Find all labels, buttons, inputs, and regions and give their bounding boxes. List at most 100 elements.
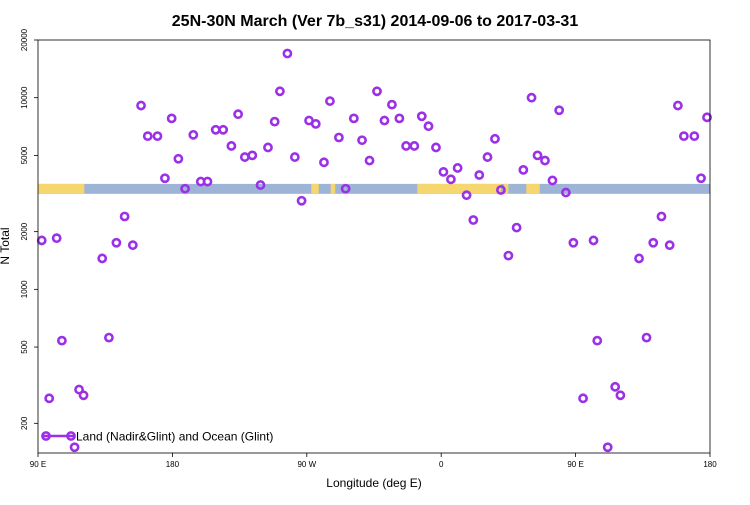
data-point — [188, 129, 199, 140]
x-tick-label: 180 — [166, 460, 180, 469]
x-axis-label: Longitude (deg E) — [326, 476, 421, 490]
land-segment — [417, 183, 501, 194]
data-point — [482, 152, 493, 162]
data-point — [56, 335, 67, 346]
chart-title: 25N-30N March (Ver 7b_s31) 2014-09-06 to… — [172, 13, 579, 30]
legend-marker — [41, 431, 51, 441]
data-point — [275, 86, 285, 97]
data-point — [461, 190, 472, 201]
data-point — [247, 150, 258, 161]
data-point — [696, 173, 706, 184]
x-tick-label: 0 — [439, 460, 444, 469]
land-segment — [38, 183, 85, 194]
x-tick-label: 180 — [703, 460, 717, 469]
y-tick-label: 2000 — [20, 222, 29, 240]
data-point — [656, 211, 667, 222]
data-point — [664, 240, 675, 251]
data-point — [263, 142, 273, 153]
data-point — [452, 163, 463, 173]
data-point — [387, 99, 397, 110]
data-point — [160, 173, 170, 184]
data-point — [672, 100, 683, 111]
data-point — [364, 155, 375, 166]
data-point — [348, 113, 359, 124]
data-point — [51, 233, 62, 244]
data-point — [526, 92, 537, 103]
data-point — [540, 155, 550, 166]
data-point — [518, 165, 529, 175]
legend-label: Land (Nadir&Glint) and Ocean (Glint) — [76, 430, 273, 444]
data-point — [78, 390, 89, 401]
data-point — [438, 167, 449, 177]
data-point — [431, 142, 441, 153]
data-point — [69, 442, 80, 453]
legend-marker — [66, 431, 76, 441]
data-point — [560, 187, 571, 198]
data-point — [289, 152, 300, 162]
x-tick-label: 90 E — [567, 460, 583, 469]
data-point — [218, 124, 229, 135]
data-point — [97, 253, 108, 264]
data-point — [255, 180, 266, 190]
data-points — [36, 48, 712, 453]
data-point — [334, 132, 344, 143]
y-tick-label: 20000 — [20, 28, 29, 51]
data-point — [325, 96, 335, 106]
data-point — [202, 176, 213, 187]
data-point — [678, 131, 689, 142]
data-point — [409, 141, 420, 151]
data-point — [446, 174, 456, 185]
data-point — [136, 100, 146, 111]
data-point — [379, 115, 390, 126]
data-point — [511, 222, 522, 233]
data-point — [496, 185, 506, 195]
data-point — [615, 390, 626, 401]
data-point — [357, 135, 367, 146]
land-segment — [311, 183, 319, 194]
plot-frame — [37, 39, 711, 454]
land-ocean-band — [38, 183, 710, 194]
land-segment — [526, 183, 540, 194]
data-point — [173, 153, 184, 164]
data-point — [468, 215, 479, 225]
data-point — [592, 335, 603, 346]
data-point — [142, 131, 153, 142]
data-point — [588, 235, 599, 246]
data-point — [641, 332, 652, 343]
y-tick-label: 500 — [20, 340, 29, 354]
data-point — [394, 113, 405, 124]
data-point — [490, 133, 500, 144]
data-point — [166, 113, 177, 124]
y-tick-label: 200 — [20, 416, 29, 430]
data-point — [233, 109, 244, 120]
data-point — [423, 121, 434, 132]
land-segment — [503, 183, 509, 194]
data-point — [310, 118, 321, 129]
data-point — [296, 195, 307, 206]
data-point — [634, 253, 644, 264]
data-point — [44, 393, 55, 404]
data-point — [269, 116, 280, 127]
data-point — [578, 393, 588, 404]
data-point — [127, 240, 138, 251]
legend: Land (Nadir&Glint) and Ocean (Glint) — [41, 430, 273, 444]
data-point — [702, 112, 712, 123]
x-tick-label: 90 E — [30, 460, 46, 469]
axes: 90 E 180 90 W 0 90 E 180 200 500 1000 2000 5000 100… — [20, 28, 717, 469]
data-point — [180, 183, 190, 194]
data-point — [503, 250, 514, 261]
data-point — [152, 131, 163, 142]
data-point — [226, 141, 237, 151]
data-point — [119, 211, 130, 222]
data-point — [568, 237, 579, 248]
y-tick-label: 5000 — [20, 146, 29, 164]
y-tick-label: 1000 — [20, 280, 29, 298]
data-point — [372, 86, 382, 97]
land-segment — [330, 183, 336, 194]
data-point — [689, 131, 700, 142]
data-point — [282, 48, 293, 59]
data-point — [610, 381, 621, 392]
